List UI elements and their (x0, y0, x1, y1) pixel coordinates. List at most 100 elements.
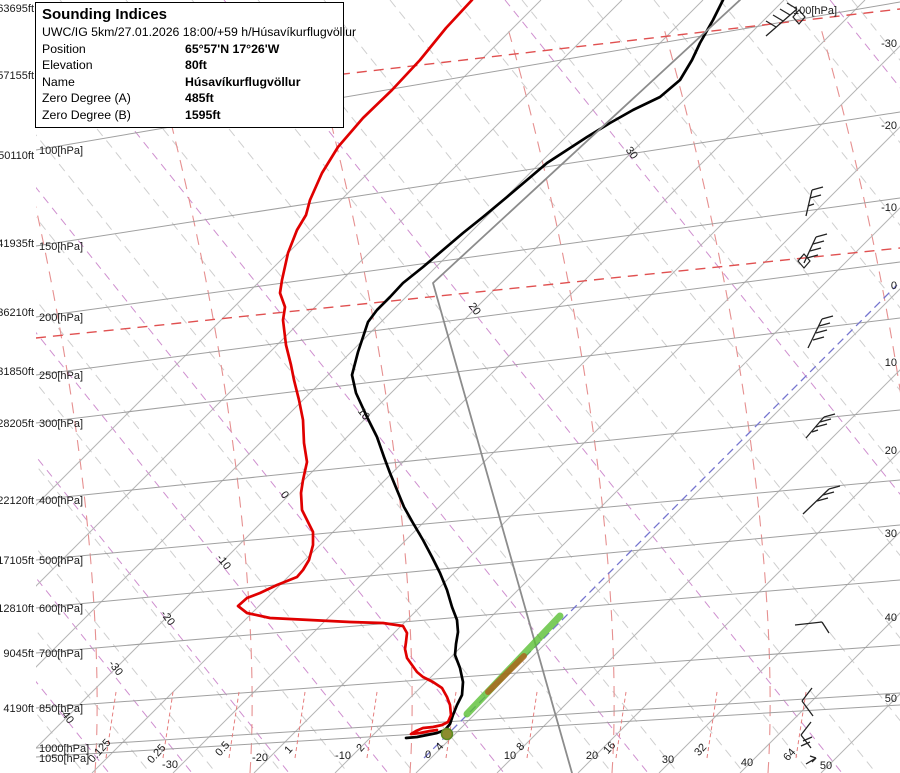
wind-barb-segment (803, 236, 817, 264)
temperature-axis-label-bottom: -20 (252, 752, 268, 764)
info-row-position: Position 65°57'N 17°26'W (42, 41, 335, 57)
mixing-ratio-line (366, 691, 378, 759)
wind-barb-segment (806, 254, 819, 259)
info-row-elevation: Elevation 80ft (42, 57, 335, 73)
isa_reference-curve (432, 0, 741, 773)
pressure-axis-label: 700[hPa] (39, 648, 83, 660)
dry-adiabat-gray-line (257, 0, 877, 773)
altitude-axis-label: 28205ft (0, 418, 34, 430)
wind-barb-segment (772, 14, 784, 22)
altitude-axis-label: 63695ft (0, 3, 34, 15)
wind-barb-segment (805, 189, 813, 217)
pressure-axis-label: 250[hPa] (39, 370, 83, 382)
wind-barb-segment (800, 721, 812, 736)
wind-barb-layer (765, 2, 841, 765)
wind-barb (805, 755, 817, 765)
info-row-value: 80ft (185, 58, 207, 73)
info-row-label: Zero Degree (B) (42, 107, 131, 122)
temperature-axis-label-bottom: 0 (425, 749, 431, 761)
wind-barb-segment (821, 315, 834, 320)
altitude-axis-label: 17105ft (0, 555, 34, 567)
info-row-value: 485ft (185, 91, 214, 106)
info-row-zero-degree-b: Zero Degree (B) 1595ft (42, 107, 335, 123)
mixing-ratio-label: 64 (781, 746, 798, 763)
dry-adiabat-gray-line (521, 0, 900, 474)
info-row-label: Position (42, 42, 86, 56)
moist-adiabat-line (662, 24, 771, 773)
isobar-line (36, 692, 900, 749)
wind-barb-segment (822, 491, 835, 496)
mixing-ratio-label: 16 (601, 739, 618, 756)
dry-adiabat-gray-line (587, 0, 900, 392)
wind-barb-segment (818, 322, 831, 327)
parcel_segment_orange-curve (485, 653, 527, 695)
temperature-axis-label-bottom: -10 (335, 750, 351, 762)
wind-barb-segment (809, 247, 822, 252)
wind-barb-segment (765, 8, 798, 37)
isotherm-line (415, 288, 900, 773)
altitude-axis-label: 57155ft (0, 70, 34, 82)
adiabat-label: 30 (623, 145, 640, 162)
temperature-curve (350, 0, 725, 740)
sounding-layer (236, 0, 741, 773)
altitude-axis-label: 22120ft (0, 495, 34, 507)
dry-adiabat-gray-line (653, 0, 900, 309)
sounding-info-box: Sounding Indices UWC/IG 5km/27.01.2026 1… (35, 2, 356, 129)
isobar-line (36, 479, 900, 561)
wind-barb-segment (809, 755, 817, 759)
isotherm-line (334, 207, 900, 773)
wind-barb-segment (800, 741, 811, 747)
altitude-axis-label: 12810ft (0, 603, 34, 615)
tropopause-diamond-icon (792, 9, 806, 25)
isotherm-line (253, 126, 900, 773)
pressure-axis-label: 150[hPa] (39, 241, 83, 253)
pressure-axis-label: 850[hPa] (39, 703, 83, 715)
isobar-line (36, 524, 900, 609)
mixing-ratio-label: 32 (692, 741, 709, 758)
wind-barb (801, 687, 814, 717)
isotherm-line (577, 450, 900, 773)
mixing-ratio-line (526, 691, 538, 759)
isotherm-line (36, 0, 623, 587)
isobar-line (36, 111, 900, 247)
temperature-axis-label-bottom: 10 (504, 750, 516, 762)
pressure-axis-label: 400[hPa] (39, 495, 83, 507)
info-row-label: Name (42, 74, 75, 89)
isotherm-line (36, 0, 542, 506)
wind-barb-segment (794, 621, 823, 626)
wind-barb-segment (809, 194, 822, 199)
isotherm-line (820, 693, 900, 773)
mixing-ratio-line (795, 691, 807, 759)
info-row-zero-degree-a: Zero Degree (A) 485ft (42, 90, 335, 106)
pressure-axis-label: 500[hPa] (39, 555, 83, 567)
surface-parcel-marker (440, 727, 454, 741)
wind-barb (794, 621, 830, 634)
temperature-axis-label-right: 40 (885, 612, 897, 624)
wind-barb-segment (823, 413, 836, 418)
temperature-axis-label-bottom: 50 (820, 760, 832, 772)
moist-adiabat-line (506, 24, 615, 773)
dry-adiabat-gray-line (389, 0, 900, 639)
mixing-ratio-label: 1 (282, 744, 295, 757)
wind-barb-segment (779, 8, 791, 16)
info-row-label: Elevation (42, 58, 93, 73)
wind-barb (807, 315, 834, 349)
wind-barb-segment (786, 2, 798, 10)
mixing-ratio-line (706, 691, 718, 759)
moist-adiabat-line (819, 24, 900, 393)
pressure-axis-label: 1050[hPa] (39, 753, 89, 765)
moist-adiabat-line (304, 24, 413, 773)
dry-adiabat-violet-line (504, 0, 900, 495)
wind-barb (805, 413, 836, 439)
dry-adiabat-violet-line (36, 331, 389, 773)
isobar-line (36, 704, 900, 758)
info-row-label: Zero Degree (A) (42, 91, 131, 106)
dry-adiabat-violet-line (223, 0, 843, 773)
isobar-line (36, 644, 900, 709)
info-row-name: Name Húsavíkurflugvöllur (42, 74, 335, 90)
isobar-line (36, 579, 900, 654)
isotherm-line (658, 531, 900, 773)
adiabat-label: -20 (158, 608, 177, 628)
